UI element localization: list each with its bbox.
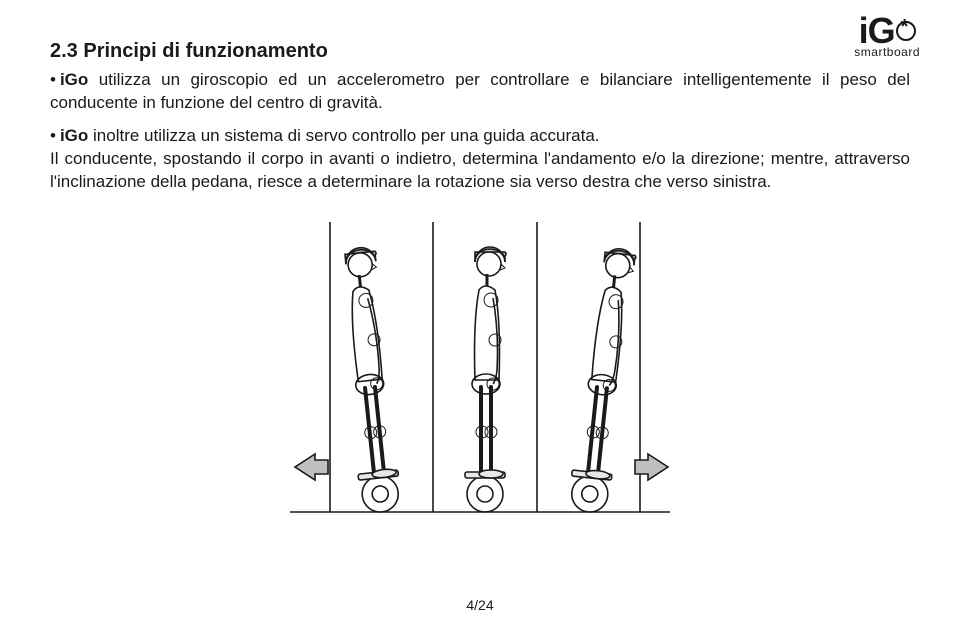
- posture-svg: [270, 212, 690, 532]
- bullet-text: utilizza un giroscopio ed un acceleromet…: [50, 70, 910, 112]
- bullet-lead: iGo: [60, 70, 88, 89]
- bullet-lead: iGo: [60, 126, 88, 145]
- bullet-cont: Il conducente, spostando il corpo in ava…: [50, 148, 910, 194]
- posture-diagram: [50, 212, 910, 537]
- section-heading: 2.3 Principi di funzionamento: [50, 40, 910, 63]
- logo-main: iG: [854, 15, 920, 47]
- bullet-2: •iGo inoltre utilizza un sistema di serv…: [50, 125, 910, 194]
- bullet-marker: •: [50, 70, 56, 89]
- logo-sub: smartboard: [854, 45, 920, 59]
- bullet-marker: •: [50, 126, 56, 145]
- brand-logo: iG smartboard: [854, 15, 920, 59]
- page-number: 4/24: [0, 597, 960, 613]
- bullet-text: inoltre utilizza un sistema di servo con…: [88, 126, 599, 145]
- bullet-1: •iGo utilizza un giroscopio ed un accele…: [50, 69, 910, 115]
- logo-asterisk-icon: [895, 15, 916, 47]
